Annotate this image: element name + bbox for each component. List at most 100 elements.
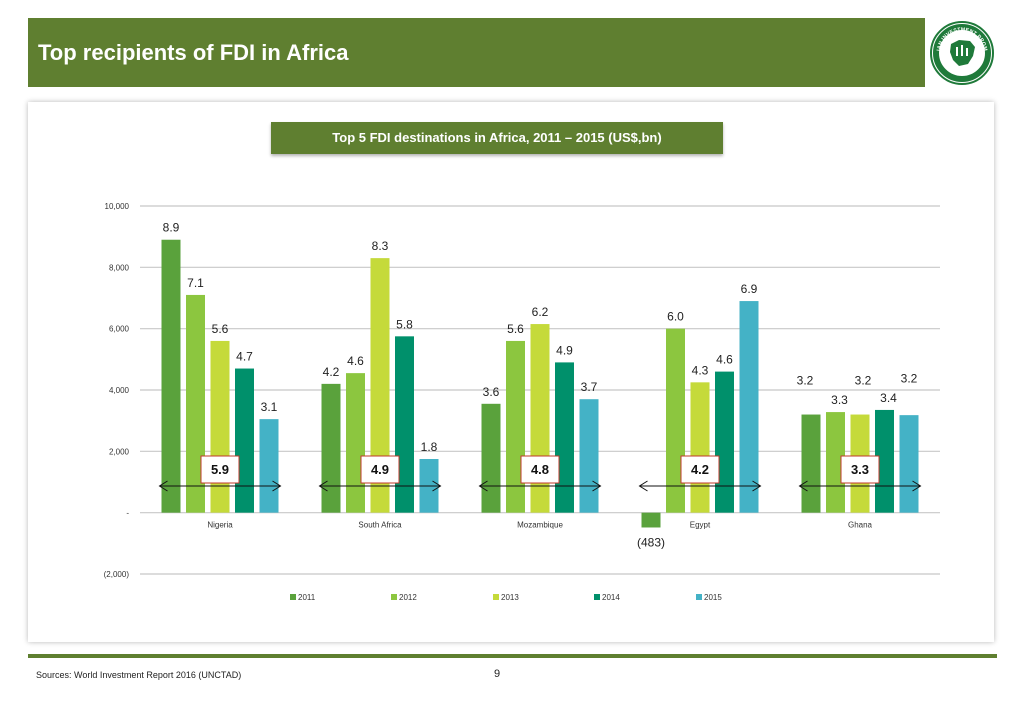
- nipc-logo-icon: NIGERIAN INVESTMENT PROMOTION COMMISSION: [924, 14, 998, 87]
- data-label: 6.0: [667, 310, 684, 324]
- bar-2014-south-africa: [395, 336, 414, 513]
- data-label: 5.6: [507, 322, 524, 336]
- legend-label-2013: 2013: [501, 593, 519, 602]
- average-value: 4.9: [371, 462, 389, 477]
- arrow-right-icon: [432, 480, 442, 492]
- x-tick-label: Ghana: [848, 521, 873, 530]
- arrow-left-icon: [798, 480, 808, 492]
- svg-text:COMMISSION: COMMISSION: [946, 64, 978, 76]
- legend-label-2015: 2015: [704, 593, 722, 602]
- arrow-right-icon: [912, 480, 922, 492]
- bar-2015-egypt: [739, 301, 759, 513]
- y-tick-label: 8,000: [109, 263, 130, 272]
- legend-swatch-2013: [493, 594, 499, 600]
- data-label: 8.3: [372, 239, 389, 253]
- x-tick-label: Nigeria: [207, 521, 233, 530]
- bar-2014-mozambique: [555, 362, 574, 513]
- arrow-left-icon: [318, 480, 328, 492]
- data-label: 3.4: [880, 391, 897, 405]
- legend-swatch-2012: [391, 594, 397, 600]
- bar-2012-ghana: [826, 412, 845, 513]
- bar-2014-nigeria: [235, 368, 254, 513]
- data-label: 7.1: [187, 276, 204, 290]
- data-label: 4.6: [716, 353, 733, 367]
- arrow-left-icon: [638, 480, 648, 492]
- y-tick-label: 10,000: [105, 202, 130, 211]
- data-label: 8.9: [163, 221, 180, 235]
- legend-label-2014: 2014: [602, 593, 620, 602]
- bar-2015-ghana: [899, 415, 919, 513]
- y-tick-label: -: [126, 509, 129, 518]
- logo-arc-bottom: COMMISSION: [946, 64, 978, 76]
- y-tick-label: 4,000: [109, 386, 130, 395]
- bar-2011-ghana: [801, 414, 821, 513]
- average-box: [360, 455, 400, 484]
- y-tick-label: 6,000: [109, 325, 130, 334]
- data-label: 3.6: [483, 385, 500, 399]
- legend-swatch-2014: [594, 594, 600, 600]
- bar-2011-mozambique: [481, 403, 501, 513]
- data-label: 3.3: [831, 393, 848, 407]
- average-box: [520, 455, 560, 484]
- average-value: 3.3: [851, 462, 869, 477]
- x-tick-label: South Africa: [358, 521, 402, 530]
- x-tick-label: Mozambique: [517, 521, 563, 530]
- data-label: 5.8: [396, 317, 413, 331]
- bar-2014-egypt: [715, 371, 734, 513]
- legend-label-2011: 2011: [298, 593, 316, 602]
- page-number: 9: [494, 668, 501, 680]
- bar-2012-south-africa: [346, 373, 365, 513]
- data-label: 4.9: [556, 343, 573, 357]
- legend-swatch-2015: [696, 594, 702, 600]
- bar-2011-south-africa: [321, 383, 341, 513]
- legend-label-2012: 2012: [399, 593, 417, 602]
- arrow-right-icon: [272, 480, 282, 492]
- data-label: 6.9: [741, 282, 758, 296]
- data-label: (483): [637, 535, 665, 549]
- data-label: 4.6: [347, 354, 364, 368]
- data-label: 3.2: [901, 372, 918, 386]
- bar-2012-mozambique: [506, 340, 525, 513]
- header-bar: Top recipients of FDI in Africa: [28, 18, 925, 87]
- average-value: 4.8: [531, 462, 549, 477]
- arrow-left-icon: [478, 480, 488, 492]
- legend-swatch-2011: [290, 594, 296, 600]
- data-label: 3.1: [261, 400, 278, 414]
- arrow-left-icon: [158, 480, 168, 492]
- average-value: 4.2: [691, 462, 709, 477]
- footer-divider: [28, 654, 997, 658]
- bar-2011-egypt: [641, 512, 661, 528]
- data-label: 3.2: [797, 374, 814, 388]
- data-label: 3.2: [855, 374, 872, 388]
- data-label: 5.6: [212, 322, 229, 336]
- bar-2015-nigeria: [259, 419, 279, 513]
- data-label: 1.8: [421, 440, 438, 454]
- bar-2015-mozambique: [579, 399, 599, 513]
- average-box: [680, 455, 720, 484]
- average-box: [840, 455, 880, 484]
- bar-2011-nigeria: [161, 239, 181, 513]
- bar-2014-ghana: [875, 409, 894, 513]
- bar-2012-nigeria: [186, 294, 205, 513]
- average-value: 5.9: [211, 462, 229, 477]
- source-note: Sources: World Investment Report 2016 (U…: [36, 670, 242, 680]
- arrow-right-icon: [592, 480, 602, 492]
- chart-title: Top 5 FDI destinations in Africa, 2011 –…: [271, 122, 723, 154]
- arrow-right-icon: [752, 480, 762, 492]
- bar-2013-mozambique: [530, 324, 550, 513]
- bar-2013-nigeria: [210, 340, 230, 513]
- bar-2012-egypt: [666, 328, 685, 513]
- bar-2013-egypt: [690, 382, 710, 513]
- data-label: 4.7: [236, 350, 253, 364]
- data-label: 3.7: [581, 380, 598, 394]
- data-label: 6.2: [532, 305, 549, 319]
- data-label: 4.2: [323, 365, 340, 379]
- x-tick-label: Egypt: [690, 521, 711, 530]
- data-label: 4.3: [692, 363, 709, 377]
- bar-2013-south-africa: [370, 258, 390, 513]
- page-title: Top recipients of FDI in Africa: [38, 40, 349, 65]
- y-tick-label: 2,000: [109, 447, 130, 456]
- average-box: [200, 455, 240, 484]
- y-tick-label: (2,000): [104, 570, 130, 579]
